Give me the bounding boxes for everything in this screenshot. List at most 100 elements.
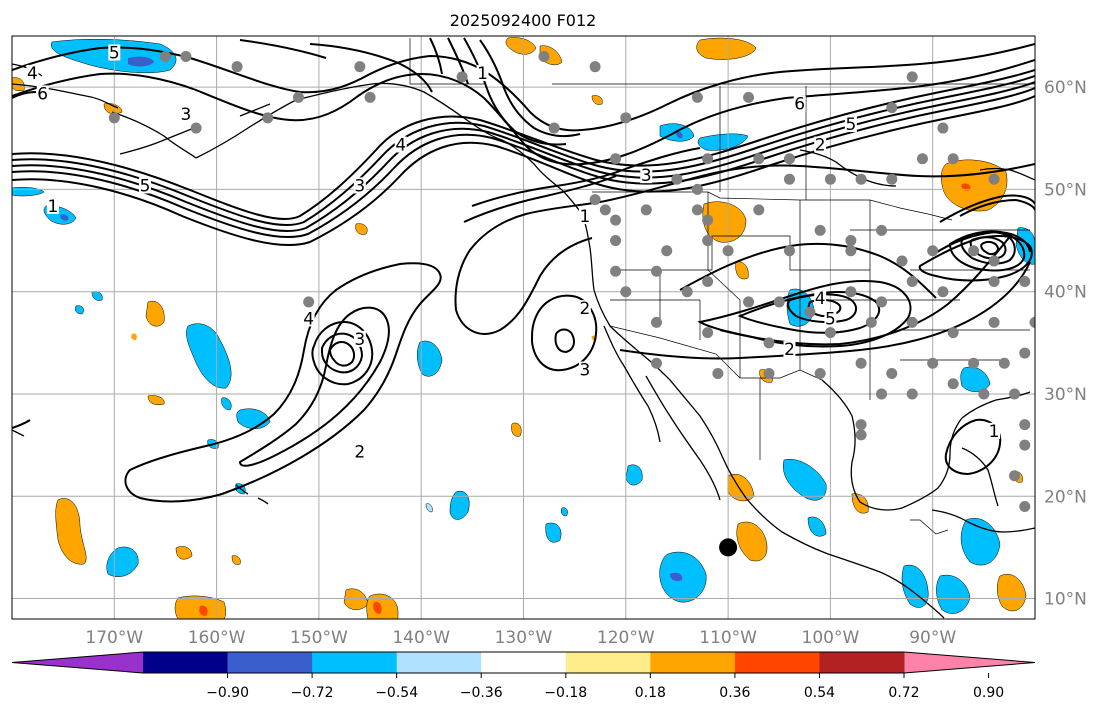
- station-dot: [640, 204, 652, 216]
- longitude-tick-label: 120°W: [597, 628, 655, 648]
- contour-label-bg: [844, 116, 857, 133]
- station-dot: [620, 112, 632, 124]
- contour-label-bg: [578, 208, 591, 225]
- colorbar-extend-max: [904, 652, 1035, 673]
- station-dot: [702, 214, 714, 226]
- contour-label: 5: [140, 176, 151, 196]
- contour-label: 5: [845, 115, 856, 135]
- station-dot: [620, 286, 632, 298]
- contour-label-bg: [988, 422, 1001, 439]
- station-dot: [1019, 500, 1031, 512]
- station-dot: [876, 224, 888, 236]
- longitude-tick-label: 100°W: [802, 628, 860, 648]
- colorbar-extend-min: [12, 652, 143, 673]
- contour-label: 3: [354, 176, 365, 196]
- latitude-tick-label: 50°N: [1044, 180, 1087, 200]
- station-dot: [589, 194, 601, 206]
- station-dot: [927, 357, 939, 369]
- station-dot: [855, 357, 867, 369]
- station-dot: [180, 50, 192, 62]
- station-dot: [855, 429, 867, 441]
- contour-label: 3: [180, 105, 191, 125]
- station-dot: [1019, 275, 1031, 287]
- station-dot: [589, 61, 601, 73]
- contour-label: 2: [815, 136, 826, 156]
- contour-label-bg: [814, 289, 827, 306]
- contour-label-bg: [36, 85, 49, 102]
- contour-label: 6: [794, 95, 805, 115]
- station-dot: [896, 255, 908, 267]
- station-dot: [691, 91, 703, 103]
- station-dot: [292, 91, 304, 103]
- station-dot: [886, 368, 898, 380]
- station-dot: [712, 368, 724, 380]
- station-dot: [916, 153, 928, 165]
- station-dot: [364, 91, 376, 103]
- station-dot: [814, 224, 826, 236]
- station-dot: [548, 122, 560, 134]
- station-dot: [906, 275, 918, 287]
- station-dot: [763, 368, 775, 380]
- contour-label-bg: [108, 44, 121, 61]
- station-dot: [876, 388, 888, 400]
- station-dot: [610, 214, 622, 226]
- latitude-tick-label: 40°N: [1044, 283, 1087, 303]
- contour-label: 1: [477, 64, 488, 84]
- station-dot: [988, 316, 1000, 328]
- contour-label: 6: [37, 84, 48, 104]
- station-dot: [845, 286, 857, 298]
- colorbar-segment: [819, 652, 905, 673]
- contour-label: 3: [641, 166, 652, 186]
- station-dot: [763, 337, 775, 349]
- contour-label-bg: [814, 136, 827, 153]
- station-dot: [650, 357, 662, 369]
- station-dot: [702, 275, 714, 287]
- contour-label: 1: [48, 197, 59, 217]
- station-dot: [303, 296, 315, 308]
- station-dot: [722, 245, 734, 257]
- contour-label-bg: [824, 310, 837, 327]
- station-dot: [1009, 470, 1021, 482]
- contour-label: 2: [354, 442, 365, 462]
- longitude-tick-label: 150°W: [290, 628, 348, 648]
- contour-label-bg: [793, 95, 806, 112]
- contour-label-bg: [640, 167, 653, 184]
- station-dot: [927, 245, 939, 257]
- station-dot: [262, 112, 274, 124]
- contour-label-bg: [578, 300, 591, 317]
- station-dot: [968, 357, 980, 369]
- colorbar-tick-label: −0.72: [291, 685, 334, 701]
- colorbar-segment: [227, 652, 313, 673]
- contour-label: 1: [989, 422, 1000, 442]
- contour-label-bg: [783, 341, 796, 358]
- station-dot: [538, 50, 550, 62]
- map-frame: [11, 35, 1036, 620]
- longitude-tick-label: 130°W: [495, 628, 553, 648]
- station-dot: [691, 204, 703, 216]
- longitude-tick-label: 90°W: [909, 628, 956, 648]
- contour-label: 5: [825, 309, 836, 329]
- station-dot: [773, 296, 785, 308]
- colorbar-tick-label: 0.72: [888, 685, 919, 701]
- station-dot: [855, 419, 867, 431]
- station-dot: [743, 91, 755, 103]
- station-dot: [599, 204, 611, 216]
- colorbar-segment: [565, 652, 651, 673]
- latitude-tick-label: 10°N: [1044, 590, 1087, 610]
- station-dot: [753, 153, 765, 165]
- colorbar-outline: [11, 651, 1036, 674]
- station-dot: [814, 368, 826, 380]
- station-dot: [354, 61, 366, 73]
- latitude-tick-label: 60°N: [1044, 78, 1087, 98]
- station-dot: [876, 296, 888, 308]
- colorbar-segment: [650, 652, 736, 673]
- station-dot: [988, 275, 1000, 287]
- station-dot: [988, 255, 1000, 267]
- station-dot: [824, 327, 836, 339]
- colorbar-tick-label: −0.18: [544, 685, 587, 701]
- station-dot: [681, 286, 693, 298]
- station-markers: [108, 50, 1035, 512]
